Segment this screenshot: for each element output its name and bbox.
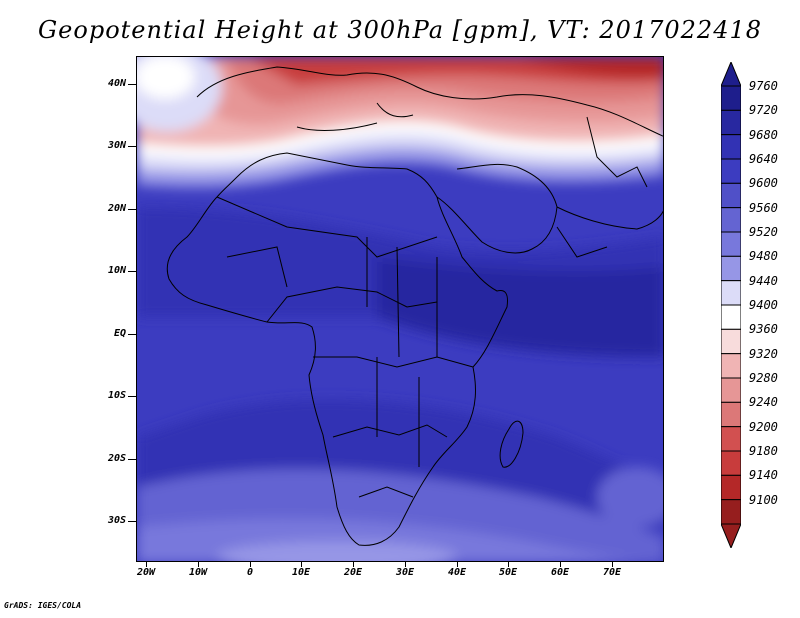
colorbar-swatch — [721, 207, 741, 233]
lat-tick — [128, 271, 136, 272]
chart-title: Geopotential Height at 300hPa [gpm], VT:… — [38, 16, 762, 44]
lat-label-30n: 30N — [107, 140, 126, 151]
lon-label-20e: 20E — [343, 567, 363, 578]
colorbar-label: 9100 — [749, 492, 778, 507]
colorbar-swatch — [721, 474, 741, 501]
colorbar-label: 9480 — [749, 249, 778, 264]
lat-tick — [128, 459, 136, 460]
colorbar-label: 9560 — [749, 200, 778, 215]
colorbar-label: 9240 — [749, 395, 778, 410]
geopotential-field — [137, 57, 663, 561]
colorbar-label: 9440 — [749, 273, 778, 288]
lon-tick — [353, 562, 354, 567]
lon-tick — [405, 562, 406, 567]
lat-label-20s: 20S — [107, 453, 126, 464]
colorbar-label: 9640 — [749, 152, 778, 166]
colorbar-label: 9720 — [749, 103, 778, 118]
colorbar-label: 9520 — [749, 225, 778, 239]
colorbar-swatch — [721, 328, 741, 355]
colorbar-swatch — [721, 304, 741, 330]
lon-label-10w: 10W — [188, 567, 208, 578]
lon-label-10e: 10E — [291, 567, 311, 578]
colorbar-swatch — [721, 499, 741, 525]
colorbar-swatch — [721, 255, 741, 282]
lon-label-70e: 70E — [602, 567, 622, 578]
lon-tick — [560, 562, 561, 567]
colorbar-swatch — [721, 158, 741, 184]
lat-tick — [128, 334, 136, 335]
credit-text: GrADS: IGES/COLA — [4, 601, 82, 610]
lat-label-30s: 30S — [107, 515, 126, 526]
colorbar — [721, 62, 741, 548]
colorbar-label: 9280 — [749, 371, 778, 385]
coastline — [166, 66, 663, 546]
colorbar-label: 9360 — [749, 322, 778, 337]
colorbar-bottom-arrow — [721, 523, 741, 548]
colorbar-top-arrow — [721, 62, 741, 87]
colorbar-label: 9140 — [749, 468, 778, 483]
colorbar-swatch — [721, 377, 741, 403]
colorbar-label: 9400 — [749, 298, 778, 312]
lon-tick — [508, 562, 509, 567]
lon-tick — [457, 562, 458, 567]
lon-tick — [301, 562, 302, 567]
colorbar-swatch — [721, 182, 741, 209]
colorbar-swatch — [721, 401, 741, 428]
lat-label-eq: EQ — [113, 328, 126, 339]
colorbar-label: 9180 — [749, 444, 778, 458]
lat-tick — [128, 146, 136, 147]
colorbar-swatch — [721, 85, 741, 111]
lon-label-40e: 40E — [447, 567, 467, 578]
lon-label-30e: 30E — [395, 567, 415, 578]
lat-label-20n: 20N — [107, 203, 126, 214]
colorbar-label: 9200 — [749, 419, 778, 434]
lon-tick — [198, 562, 199, 567]
colorbar-swatch — [721, 109, 741, 136]
lat-label-10s: 10S — [107, 390, 126, 401]
lon-tick — [250, 562, 251, 567]
map-panel — [136, 56, 664, 562]
colorbar-swatch — [721, 426, 741, 452]
colorbar-label: 9320 — [749, 346, 778, 361]
lon-label-20w: 20W — [136, 567, 156, 578]
lon-label-60e: 60E — [550, 567, 570, 578]
lon-label-50e: 50E — [498, 567, 518, 578]
lat-label-40n: 40N — [107, 78, 126, 89]
colorbar-swatch — [721, 353, 741, 379]
lat-tick — [128, 84, 136, 85]
lat-label-10n: 10N — [107, 265, 126, 276]
lat-tick — [128, 396, 136, 397]
colorbar-label: 9680 — [749, 127, 778, 142]
colorbar-swatch — [721, 231, 741, 257]
colorbar-swatch — [721, 134, 741, 160]
lon-tick — [146, 562, 147, 567]
colorbar-swatch — [721, 280, 741, 306]
colorbar-label: 9760 — [749, 79, 778, 93]
colorbar-swatch — [721, 450, 741, 476]
lat-tick — [128, 521, 136, 522]
colorbar-label: 9600 — [749, 176, 778, 191]
lat-tick — [128, 209, 136, 210]
lon-label-0: 0 — [246, 567, 254, 578]
lon-tick — [612, 562, 613, 567]
